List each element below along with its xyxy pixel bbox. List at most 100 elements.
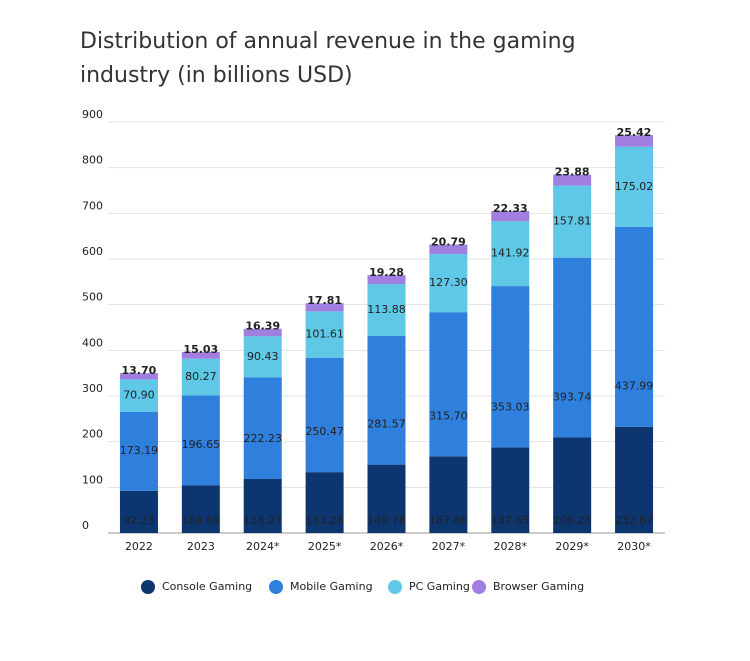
bar-segment <box>367 464 406 533</box>
data-label: 173.19 <box>120 444 159 457</box>
data-label: 187.65 <box>491 514 530 527</box>
legend-label: PC Gaming <box>409 580 470 593</box>
bar-segment <box>491 211 530 222</box>
x-tick-label: 2025* <box>308 540 342 553</box>
bar-segment <box>305 303 344 312</box>
bar-segment <box>305 472 344 533</box>
data-label: 133.26 <box>305 514 344 527</box>
data-label: 353.03 <box>491 400 530 413</box>
data-label: 437.99 <box>615 380 654 393</box>
y-tick-label: 400 <box>82 336 103 349</box>
y-tick-label: 300 <box>82 382 103 395</box>
data-label: 101.61 <box>305 328 344 341</box>
data-label: 127.30 <box>429 276 468 289</box>
x-tick-label: 2023 <box>187 540 215 553</box>
data-label: 250.47 <box>305 425 344 438</box>
legend-label: Console Gaming <box>162 580 252 593</box>
bar-segment <box>615 135 654 147</box>
chart-title: Distribution of annual revenue in the ga… <box>80 29 576 88</box>
bar-segment <box>243 336 282 378</box>
data-label: 25.42 <box>617 126 652 139</box>
data-label: 19.28 <box>369 266 404 279</box>
bar-segment <box>615 226 654 427</box>
data-label: 281.57 <box>367 418 406 431</box>
data-label: 92.23 <box>123 514 155 527</box>
y-tick-label: 600 <box>82 245 103 258</box>
data-label: 141.92 <box>491 247 530 260</box>
data-label: 232.67 <box>615 514 654 527</box>
y-tick-label: 700 <box>82 199 103 212</box>
x-tick-label: 2030* <box>617 540 651 553</box>
bar-segment <box>119 379 158 412</box>
bar-segment <box>429 244 468 255</box>
data-label: 90.43 <box>247 350 279 363</box>
data-label: 393.74 <box>553 390 592 403</box>
bar-segment <box>491 447 530 533</box>
bar-segment <box>429 254 468 313</box>
bar-segment <box>367 275 406 285</box>
data-label: 118.27 <box>243 514 282 527</box>
bar-segment <box>305 311 344 358</box>
legend-swatch <box>388 580 402 594</box>
data-label: 80.27 <box>185 370 217 383</box>
y-tick-label: 900 <box>82 108 103 121</box>
bar-segment <box>553 257 592 438</box>
legend-label: Browser Gaming <box>493 580 584 593</box>
legend-swatch <box>141 580 155 594</box>
bar-segment <box>119 490 158 533</box>
bar-segment <box>429 312 468 457</box>
x-tick-label: 2022 <box>125 540 153 553</box>
y-tick-label: 200 <box>82 428 103 441</box>
bar-segment <box>181 358 220 396</box>
bar-segment <box>243 328 282 337</box>
bar-segment <box>367 336 406 465</box>
bar-segment <box>429 456 468 533</box>
bar-segment <box>243 478 282 533</box>
x-tick-label: 2026* <box>370 540 404 553</box>
data-label: 20.79 <box>431 236 466 249</box>
legend-swatch <box>269 580 283 594</box>
data-label: 17.81 <box>307 294 342 307</box>
data-label: 15.03 <box>183 343 218 356</box>
bar-segment <box>243 377 282 479</box>
bar-segment <box>615 146 654 227</box>
x-tick-label: 2028* <box>494 540 528 553</box>
data-label: 167.86 <box>429 514 468 527</box>
data-label: 16.39 <box>245 320 280 333</box>
data-label: 23.88 <box>555 166 590 179</box>
data-label: 113.88 <box>367 303 406 316</box>
y-tick-label: 0 <box>82 519 89 532</box>
data-label: 149.76 <box>367 514 406 527</box>
legend-swatch <box>472 580 486 594</box>
data-label: 13.70 <box>122 364 157 377</box>
bar-segment <box>181 395 220 486</box>
bar-segment <box>367 284 406 337</box>
y-tick-label: 500 <box>82 291 103 304</box>
data-label: 209.23 <box>553 514 592 527</box>
y-tick-label: 100 <box>82 473 103 486</box>
data-label: 315.70 <box>429 409 468 422</box>
legend-label: Mobile Gaming <box>290 580 373 593</box>
bar-segment <box>491 286 530 448</box>
bar-segment <box>181 485 220 533</box>
x-tick-label: 2029* <box>555 540 589 553</box>
x-tick-label: 2027* <box>432 540 466 553</box>
data-label: 222.23 <box>243 432 282 445</box>
bar-segment <box>491 221 530 287</box>
bar-segment <box>181 351 220 359</box>
bar-segment <box>119 411 158 491</box>
bar-segment <box>553 174 592 186</box>
data-label: 22.33 <box>493 202 528 215</box>
data-label: 157.81 <box>553 215 592 228</box>
y-tick-label: 800 <box>82 154 103 167</box>
data-label: 175.02 <box>615 180 654 193</box>
bar-segment <box>553 437 592 533</box>
data-label: 196.65 <box>182 438 221 451</box>
x-tick-label: 2024* <box>246 540 280 553</box>
data-label: 104.69 <box>182 514 221 527</box>
bar-segment <box>119 373 158 380</box>
data-label: 70.90 <box>123 389 155 402</box>
bar-segment <box>553 185 592 258</box>
bar-segment <box>305 357 344 473</box>
